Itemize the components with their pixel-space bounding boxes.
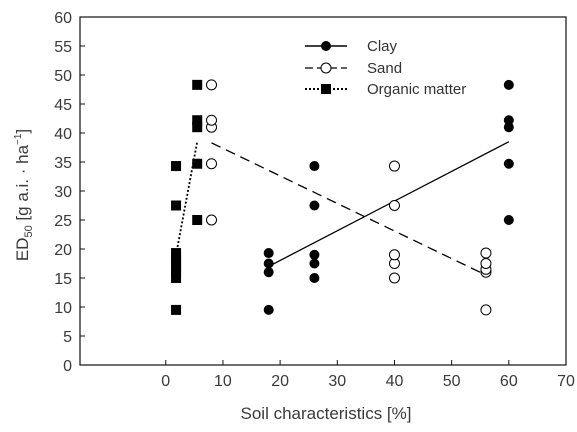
point-clay	[503, 79, 514, 90]
x-tick-label: 30	[328, 373, 346, 390]
point-sand	[388, 249, 400, 261]
point-sand	[388, 272, 400, 284]
legend-label-sand: Sand	[367, 60, 402, 77]
y-tick-label: 40	[54, 126, 72, 143]
legend-label-organic-matter: Organic matter	[367, 81, 466, 98]
point-clay	[503, 215, 514, 225]
y-label-close: ]	[13, 129, 32, 134]
x-tick-label: 70	[557, 373, 575, 390]
point-organic-matter	[192, 158, 203, 169]
y-tick-label: 45	[54, 97, 72, 114]
y-tick-label: 60	[54, 10, 72, 27]
point-sand	[206, 79, 218, 91]
legend-entry-organic-matter: Organic matter	[305, 81, 466, 98]
point-clay	[263, 258, 274, 269]
y-tick-label: 10	[54, 300, 72, 317]
point-sand	[480, 247, 492, 259]
legend-entry-sand: Sand	[305, 60, 402, 77]
y-tick-label: 5	[63, 329, 72, 346]
x-tick-label: 10	[214, 373, 232, 390]
point-organic-matter	[171, 304, 182, 315]
y-tick-label: 55	[54, 39, 72, 56]
point-clay	[309, 273, 320, 283]
point-clay	[263, 304, 274, 315]
y-tick-label: 50	[54, 68, 72, 85]
point-organic-matter	[171, 200, 182, 211]
fit-line-sand	[211, 142, 487, 276]
legend-label-clay: Clay	[367, 38, 398, 55]
point-organic-matter	[192, 122, 203, 133]
x-tick-label: 60	[500, 373, 518, 390]
point-clay	[263, 248, 274, 259]
point-clay	[309, 249, 320, 260]
legend-marker-clay	[321, 41, 331, 51]
legend: Clay Sand Organic matter	[305, 38, 466, 98]
point-organic-matter	[192, 79, 203, 90]
regression-lines	[175, 141, 510, 276]
legend-entry-clay: Clay	[305, 38, 398, 55]
y-axis-label: ED50 [g a.i. · ha−1]	[13, 129, 35, 261]
x-tick-label: 0	[161, 373, 170, 390]
point-organic-matter	[192, 215, 203, 225]
y-label-prefix: ED	[13, 238, 32, 262]
y-tick-label: 35	[54, 155, 72, 172]
y-tick-label: 0	[63, 358, 72, 375]
legend-marker-organic-matter	[321, 84, 331, 94]
x-tick-label: 40	[386, 373, 404, 390]
point-clay	[263, 267, 274, 278]
fit-line-clay	[268, 141, 510, 267]
point-clay	[309, 258, 320, 269]
y-axis-ticks: 0 5 10 15 20 25 30 35 40 45 50 55 60	[54, 10, 85, 375]
point-organic-matter	[171, 248, 182, 259]
x-tick-label: 20	[271, 373, 289, 390]
point-organic-matter	[192, 115, 203, 126]
point-sand	[206, 214, 218, 226]
point-organic-matter	[171, 161, 182, 172]
point-sand	[480, 258, 492, 269]
point-clay	[503, 158, 514, 169]
x-axis-ticks: 0 10 20 30 40 50 60 70	[161, 360, 575, 390]
data-points	[171, 79, 514, 316]
point-clay	[503, 122, 514, 133]
point-clay	[309, 200, 320, 211]
point-sand	[388, 160, 400, 172]
point-sand	[388, 200, 400, 211]
fit-line-organic-matter	[175, 141, 199, 255]
point-sand	[206, 158, 218, 170]
y-label-superscript: −1	[13, 133, 24, 145]
point-clay	[503, 115, 514, 126]
x-tick-label: 50	[443, 373, 461, 390]
x-axis-label: Soil characteristics [%]	[241, 404, 412, 423]
y-label-subscript: 50	[23, 225, 35, 237]
y-tick-label: 25	[54, 213, 72, 230]
point-sand	[480, 304, 492, 316]
y-tick-label: 15	[54, 271, 72, 288]
y-label-units: [g a.i. · ha	[13, 144, 32, 225]
point-clay	[309, 161, 320, 172]
point-organic-matter	[171, 253, 182, 264]
point-sand	[206, 114, 218, 126]
point-organic-matter	[171, 273, 182, 283]
y-tick-label: 30	[54, 184, 72, 201]
y-tick-label: 20	[54, 242, 72, 259]
legend-marker-sand	[320, 62, 332, 74]
